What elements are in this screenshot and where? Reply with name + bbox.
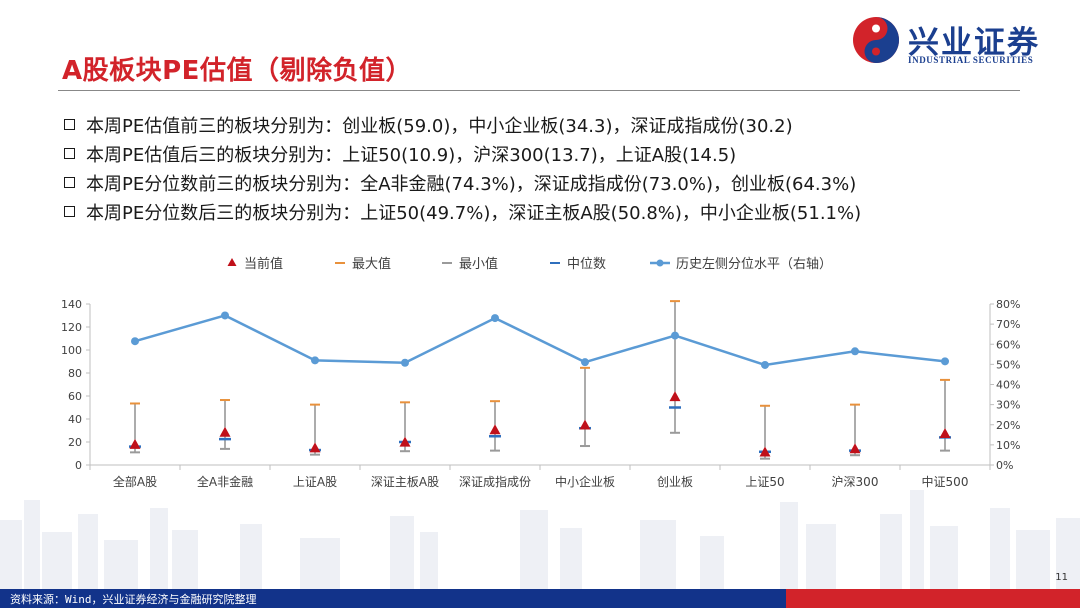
square-bullet-icon <box>64 148 75 159</box>
summary-item: 本周PE分位数后三的板块分别为：上证50(49.7%)，深证主板A股(50.8%… <box>64 197 1044 226</box>
legend-label: 最大值 <box>352 256 391 272</box>
current-value-marker <box>399 436 411 447</box>
right-axis-tick-label: 20% <box>996 419 1020 432</box>
logo-icon <box>853 17 899 63</box>
summary-text: 本周PE估值后三的板块分别为：上证50(10.9)，沪深300(13.7)，上证… <box>86 144 737 166</box>
summary-text: 本周PE分位数后三的板块分别为：上证50(49.7%)，深证主板A股(50.8%… <box>86 202 862 224</box>
right-axis-tick-label: 40% <box>996 379 1020 392</box>
percentile-point <box>581 358 589 367</box>
title-divider <box>58 90 1020 91</box>
square-bullet-icon <box>64 206 75 217</box>
summary-item: 本周PE估值后三的板块分别为：上证50(10.9)，沪深300(13.7)，上证… <box>64 139 1044 168</box>
category-label: 深证主板A股 <box>371 475 439 489</box>
category-label: 上证A股 <box>293 475 337 489</box>
current-value-marker <box>129 438 141 449</box>
category-label: 中小企业板 <box>555 474 615 489</box>
summary-item: 本周PE估值前三的板块分别为：创业板(59.0)，中小企业板(34.3)，深证成… <box>64 110 1044 139</box>
percentile-point <box>671 331 679 340</box>
legend-current-icon <box>227 258 237 266</box>
current-value-marker <box>669 391 681 402</box>
percentile-point <box>851 347 859 356</box>
legend-label: 中位数 <box>567 257 606 272</box>
category-label: 创业板 <box>657 475 693 489</box>
category-label: 全A非金融 <box>197 474 253 489</box>
percentile-point <box>761 360 769 369</box>
summary-text: 本周PE分位数前三的板块分别为：全A非金融(74.3%)，深证成指成份(73.0… <box>86 173 857 195</box>
right-axis-tick-label: 60% <box>996 338 1020 351</box>
left-axis-tick-label: 40 <box>68 413 82 426</box>
brand-logo: 兴业证券 INDUSTRIAL SECURITIES <box>850 14 1070 70</box>
current-value-marker <box>849 443 861 454</box>
left-axis-tick-label: 80 <box>68 367 82 380</box>
chart-axes <box>86 303 994 470</box>
page-title: A股板块PE估值（剔除负值） <box>62 56 412 86</box>
current-value-marker <box>939 427 951 438</box>
chart-marks <box>129 300 951 460</box>
summary-list: 本周PE估值前三的板块分别为：创业板(59.0)，中小企业板(34.3)，深证成… <box>64 110 1044 226</box>
category-label: 全部A股 <box>113 474 157 489</box>
percentile-point <box>941 357 949 366</box>
right-axis-tick-label: 0% <box>996 459 1013 472</box>
right-axis-tick-label: 30% <box>996 399 1020 412</box>
left-axis-tick-label: 140 <box>61 298 82 311</box>
right-axis-tick-label: 10% <box>996 439 1020 452</box>
city-skyline-decoration <box>0 490 1080 590</box>
legend-point-icon <box>656 259 664 267</box>
chart-legend: 当前值 最大值 最小值 中位数 历史左侧分位水平（右轴） <box>227 256 832 272</box>
legend-label: 当前值 <box>244 256 283 272</box>
square-bullet-icon <box>64 177 75 188</box>
right-axis-tick-label: 70% <box>996 318 1020 331</box>
left-axis-tick-label: 0 <box>75 459 82 472</box>
legend-label: 历史左侧分位水平（右轴） <box>676 257 832 272</box>
category-label: 上证50 <box>745 475 784 489</box>
chart-labels: 0 20 40 60 80 100 120 140 0% 10% 20% 30% 40% 50% 60% 70… <box>61 298 1020 489</box>
current-value-marker <box>759 446 771 457</box>
pe-valuation-chart: 当前值 最大值 最小值 中位数 历史左侧分位水平（右轴） 0 20 40 60 80 100 120… <box>61 256 1020 489</box>
summary-item: 本周PE分位数前三的板块分别为：全A非金融(74.3%)，深证成指成份(73.0… <box>64 168 1044 197</box>
footer-bar-red <box>786 589 1080 608</box>
category-label: 沪深300 <box>832 475 879 489</box>
right-axis-tick-label: 50% <box>996 358 1020 371</box>
percentile-point <box>491 314 499 323</box>
percentile-line <box>134 314 946 367</box>
legend-label: 最小值 <box>459 256 498 272</box>
percentile-point <box>131 337 139 346</box>
logo-name-cn: 兴业证券 <box>908 25 1040 61</box>
left-axis-tick-label: 20 <box>68 436 82 449</box>
category-label: 深证成指成份 <box>459 474 531 489</box>
left-axis-tick-label: 60 <box>68 390 82 403</box>
left-axis-tick-label: 120 <box>61 321 82 334</box>
left-axis-tick-label: 100 <box>61 344 82 357</box>
right-axis-tick-label: 80% <box>996 298 1020 311</box>
logo-name-en: INDUSTRIAL SECURITIES <box>908 55 1034 65</box>
summary-text: 本周PE估值前三的板块分别为：创业板(59.0)，中小企业板(34.3)，深证成… <box>86 115 793 137</box>
current-value-marker <box>489 424 501 435</box>
footer-bar-blue <box>0 589 786 608</box>
page-number: 11 <box>1055 572 1068 583</box>
source-note: 资料来源：Wind，兴业证券经济与金融研究院整理 <box>10 593 257 606</box>
current-value-marker <box>579 419 591 430</box>
square-bullet-icon <box>64 119 75 130</box>
current-value-marker <box>219 426 231 437</box>
category-label: 中证500 <box>922 474 969 489</box>
current-value-marker <box>309 442 321 453</box>
percentile-point <box>311 356 319 365</box>
percentile-point <box>221 311 229 320</box>
percentile-point <box>401 358 409 367</box>
